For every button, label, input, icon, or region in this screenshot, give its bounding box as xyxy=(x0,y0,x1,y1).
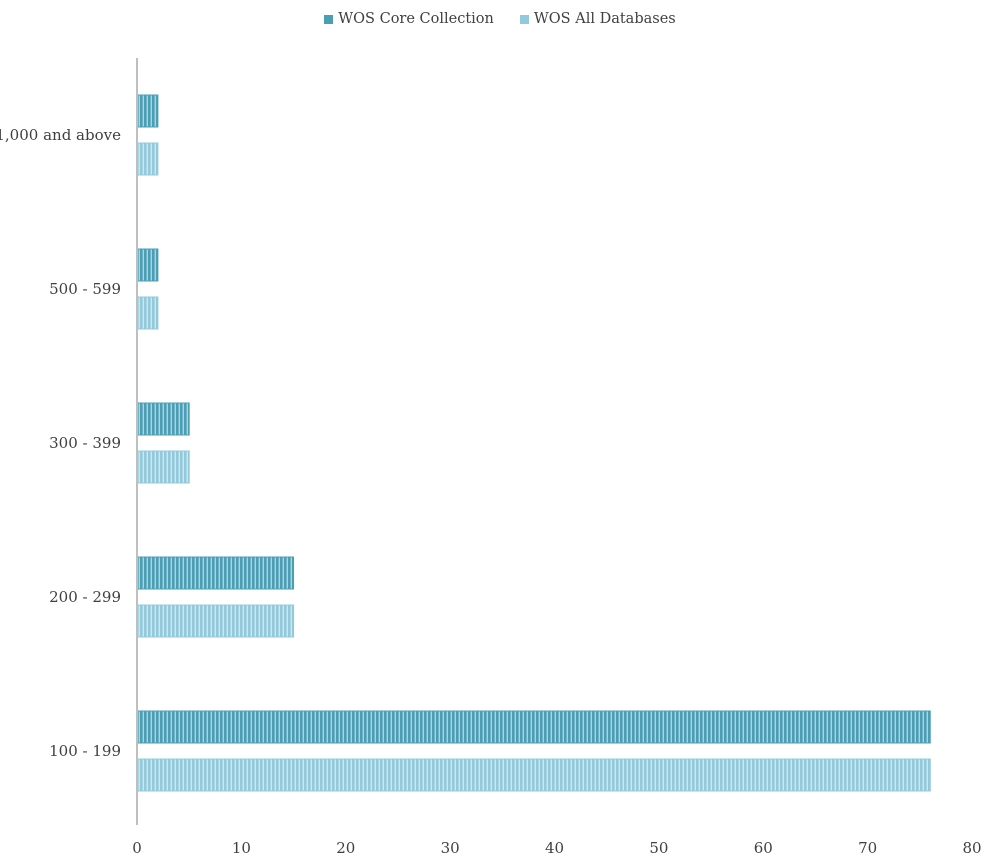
bar-core-collection-4 xyxy=(136,710,931,744)
legend-swatch-all-databases xyxy=(519,14,529,24)
legend-label-all-databases: WOS All Databases xyxy=(533,11,676,27)
legend-label-core-collection: WOS Core Collection xyxy=(338,11,494,27)
bar-core-collection-1 xyxy=(136,248,159,282)
category-label-1: 500 - 599 xyxy=(49,280,121,298)
category-label-4: 100 - 199 xyxy=(49,742,121,760)
bar-core-collection-0 xyxy=(136,94,159,128)
bar-all-databases-4 xyxy=(136,758,931,792)
bar-all-databases-3 xyxy=(136,604,295,638)
bar-core-collection-3 xyxy=(136,556,295,590)
x-tick-label-1: 10 xyxy=(232,839,251,857)
x-tick-label-7: 70 xyxy=(858,839,877,857)
legend-item-core-collection: WOS Core Collection xyxy=(324,11,494,27)
category-label-2: 300 - 399 xyxy=(49,434,121,452)
x-tick-label-2: 20 xyxy=(336,839,355,857)
category-label-0: 1,000 and above xyxy=(0,126,121,144)
bar-all-databases-1 xyxy=(136,296,159,330)
x-tick-label-4: 40 xyxy=(545,839,564,857)
legend-item-all-databases: WOS All Databases xyxy=(519,11,676,27)
x-tick-label-8: 80 xyxy=(962,839,981,857)
x-tick-label-6: 60 xyxy=(754,839,773,857)
category-label-3: 200 - 299 xyxy=(49,588,121,606)
legend: WOS Core Collection WOS All Databases xyxy=(0,11,1000,27)
x-tick-label-5: 50 xyxy=(649,839,668,857)
x-tick-label-3: 30 xyxy=(441,839,460,857)
bar-all-databases-0 xyxy=(136,142,159,176)
legend-swatch-core-collection xyxy=(324,14,334,24)
x-tick-label-0: 0 xyxy=(132,839,142,857)
bar-core-collection-2 xyxy=(136,402,190,436)
bar-all-databases-2 xyxy=(136,450,190,484)
